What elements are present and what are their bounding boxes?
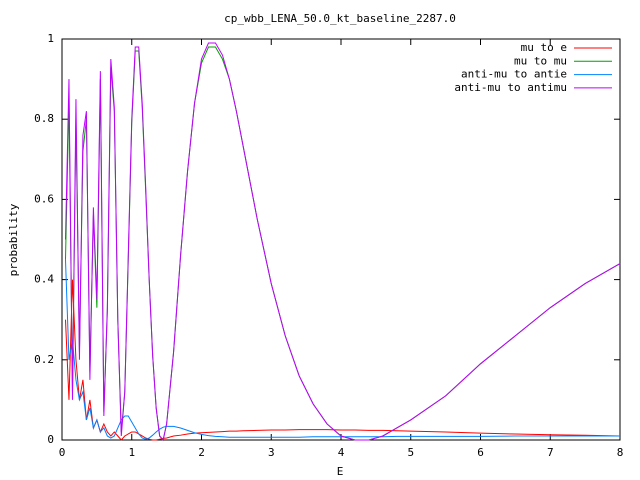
series-line <box>64 259 620 440</box>
y-tick-label: 0.8 <box>34 112 54 125</box>
x-tick-label: 4 <box>338 446 345 459</box>
series-line <box>64 42 621 442</box>
x-axis-label: E <box>337 465 344 478</box>
y-tick-label: 0.2 <box>34 353 54 366</box>
x-tick-label: 1 <box>128 446 135 459</box>
legend-label: anti-mu to antie <box>461 68 567 81</box>
x-tick-label: 5 <box>407 446 414 459</box>
x-tick-label: 7 <box>547 446 554 459</box>
x-tick-label: 3 <box>268 446 275 459</box>
y-tick-label: 0.6 <box>34 192 54 205</box>
x-tick-label: 2 <box>198 446 205 459</box>
x-tick-label: 0 <box>59 446 66 459</box>
y-axis-label: probability <box>7 203 20 276</box>
x-tick-label: 6 <box>477 446 484 459</box>
legend-label: mu to e <box>521 41 567 54</box>
y-tick-label: 0 <box>47 433 54 446</box>
x-tick-label: 8 <box>617 446 624 459</box>
chart-title: cp_wbb_LENA_50.0_kt_baseline_2287.0 <box>224 12 456 25</box>
legend-label: mu to mu <box>514 54 567 67</box>
legend-label: anti-mu to antimu <box>454 81 567 94</box>
y-tick-label: 1 <box>47 32 54 45</box>
y-tick-label: 0.4 <box>34 273 54 286</box>
